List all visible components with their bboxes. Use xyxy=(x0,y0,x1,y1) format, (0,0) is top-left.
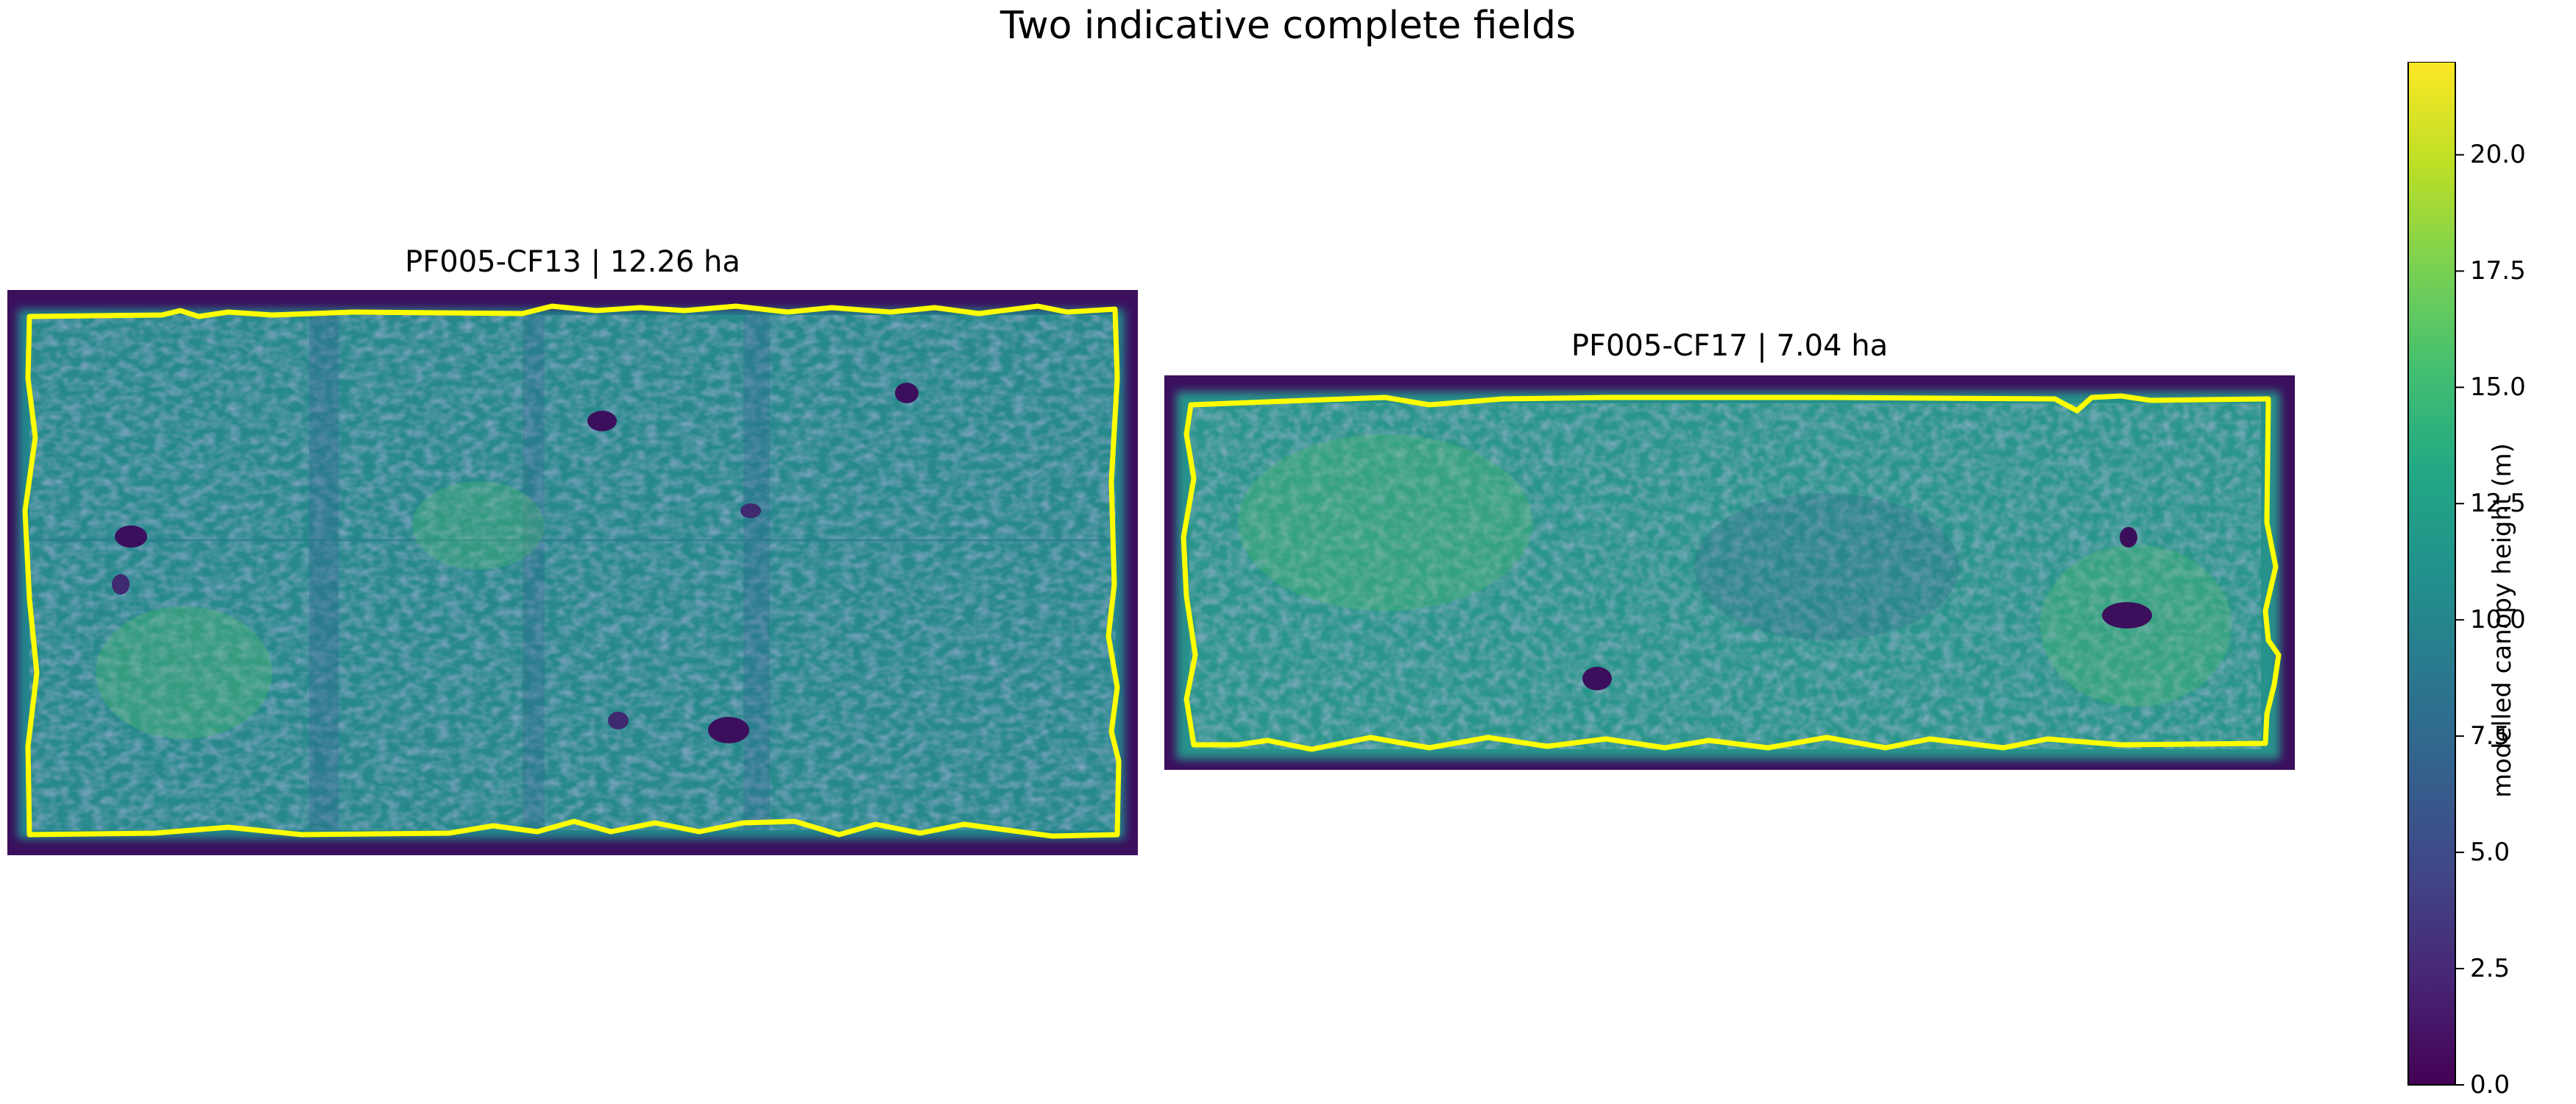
colorbar-tick-label: 20.0 xyxy=(2470,140,2526,170)
colorbar-tick-label: 15.0 xyxy=(2470,372,2526,403)
colorbar-tick-label: 12.5 xyxy=(2470,489,2526,519)
colorbar-label: modelled canopy height (m) xyxy=(2488,443,2517,798)
colorbar-tick-label: 17.5 xyxy=(2470,256,2526,286)
panel-title-cf13: PF005-CF13 | 12.26 ha xyxy=(405,245,740,279)
canopy-height-map-cf13 xyxy=(7,290,1138,855)
colorbar-tick-label: 2.5 xyxy=(2470,954,2510,984)
figure-title: Two indicative complete fields xyxy=(999,4,1577,48)
colorbar-tick-label: 5.0 xyxy=(2470,838,2510,868)
colorbar-tick-label: 7.5 xyxy=(2470,721,2510,751)
colorbar-tick-label: 10.0 xyxy=(2470,605,2526,635)
colorbar-tick-label: 0.0 xyxy=(2470,1070,2510,1100)
canopy-height-map-cf17 xyxy=(1164,375,2295,770)
panel-title-cf17: PF005-CF17 | 7.04 ha xyxy=(1571,329,1889,363)
colorbar: 0.0 2.5 5.0 7.5 10.0 12.5 15.0 17.5 20.0 modelle… xyxy=(2407,62,2576,1097)
colorbar-graphic xyxy=(2407,62,2464,1086)
